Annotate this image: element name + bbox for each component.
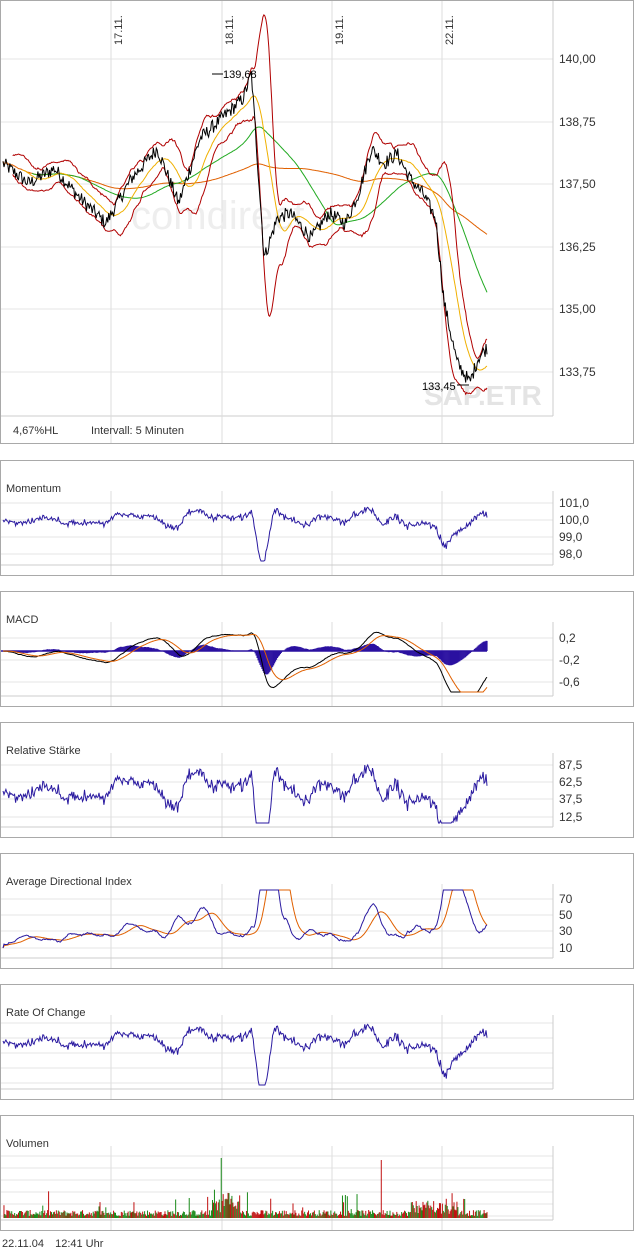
date-label: 18.11.	[224, 15, 236, 45]
macd-signal-line	[3, 633, 488, 693]
indicator-tick: -0,2	[559, 653, 580, 667]
low-label: 133,45	[422, 381, 456, 393]
y-tick-label: 136,25	[559, 240, 596, 254]
roc-panel: Rate Of Change	[0, 984, 634, 1100]
indicator-tick: 99,0	[559, 530, 583, 544]
indicator-tick: 70	[559, 892, 573, 906]
y-tick-label: 137,50	[559, 177, 596, 191]
rsi-chart: 87,5 62,5 37,5 12,5	[1, 753, 583, 837]
roc-title: Rate Of Change	[6, 1007, 86, 1019]
indicator-tick: 10	[559, 941, 573, 955]
indicator-tick: 50	[559, 908, 573, 922]
roc-chart	[1, 1015, 554, 1099]
y-tick-label: 135,00	[559, 302, 596, 316]
date-label: 17.11.	[113, 15, 125, 45]
bollinger-upper	[12, 14, 488, 360]
watermark-symbol: SAP.ETR	[424, 380, 542, 411]
bollinger-lower	[12, 115, 488, 396]
rsi-line	[2, 763, 488, 824]
indicator-tick: 30	[559, 924, 573, 938]
price-chart-panel: comdirect SAP.ETR 17.11. 18.11. 19.11. 22.1…	[0, 0, 634, 444]
date-label: 22.11.	[444, 15, 456, 45]
range-info: 4,67%HL	[13, 425, 59, 437]
y-tick-label: 140,00	[559, 52, 596, 66]
volume-title: Volumen	[6, 1138, 49, 1150]
footer-time: 12:41 Uhr	[55, 1238, 104, 1250]
momentum-panel: 101,0 100,0 99,0 98,0 Momentum	[0, 460, 634, 576]
footer-date: 22.11.04	[2, 1238, 45, 1250]
volume-chart	[1, 1146, 554, 1230]
macd-title: MACD	[6, 614, 39, 626]
indicator-tick: 62,5	[559, 775, 583, 789]
momentum-title: Momentum	[6, 483, 62, 495]
indicator-tick: 101,0	[559, 496, 589, 510]
rsi-title: Relative Stärke	[6, 745, 81, 757]
indicator-tick: -0,6	[559, 675, 580, 689]
momentum-chart: 101,0 100,0 99,0 98,0	[1, 491, 589, 575]
ma-mid-line	[31, 126, 488, 293]
y-tick-label: 138,75	[559, 115, 596, 129]
indicator-tick: 37,5	[559, 792, 583, 806]
footer: 22.11.04 12:41 Uhr	[2, 1238, 111, 1250]
momentum-line	[2, 506, 488, 562]
price-chart-svg: comdirect SAP.ETR 17.11. 18.11. 19.11. 22.1…	[1, 1, 596, 443]
indicator-tick: 0,2	[559, 631, 576, 645]
ma-short-line	[22, 95, 488, 371]
macd-histogram	[3, 640, 488, 675]
adx-line	[2, 889, 488, 949]
volume-panel: Volumen	[0, 1115, 634, 1231]
indicator-tick: 12,5	[559, 810, 583, 824]
day-separators	[110, 1, 443, 443]
roc-line	[2, 1023, 488, 1086]
adx-panel: 70 50 30 10 Average Directional Index	[0, 853, 634, 969]
ma-long-line	[2, 161, 488, 235]
price-line	[2, 71, 488, 383]
macd-line	[2, 631, 488, 693]
y-tick-label: 133,75	[559, 365, 596, 379]
volume-bars	[3, 1158, 488, 1218]
indicator-tick: 87,5	[559, 758, 583, 772]
indicator-tick: 98,0	[559, 547, 583, 561]
high-label: 139,68	[223, 69, 257, 81]
rsi-panel: 87,5 62,5 37,5 12,5 Relative Stärke	[0, 722, 634, 838]
date-label: 19.11.	[334, 15, 346, 45]
adx-chart: 70 50 30 10	[1, 884, 573, 968]
macd-chart: 0,2 -0,2 -0,6	[1, 622, 580, 706]
macd-panel: 0,2 -0,2 -0,6 MACD	[0, 591, 634, 707]
adx-title: Average Directional Index	[6, 876, 132, 888]
indicator-tick: 100,0	[559, 513, 589, 527]
interval-info: Intervall: 5 Minuten	[91, 425, 184, 437]
